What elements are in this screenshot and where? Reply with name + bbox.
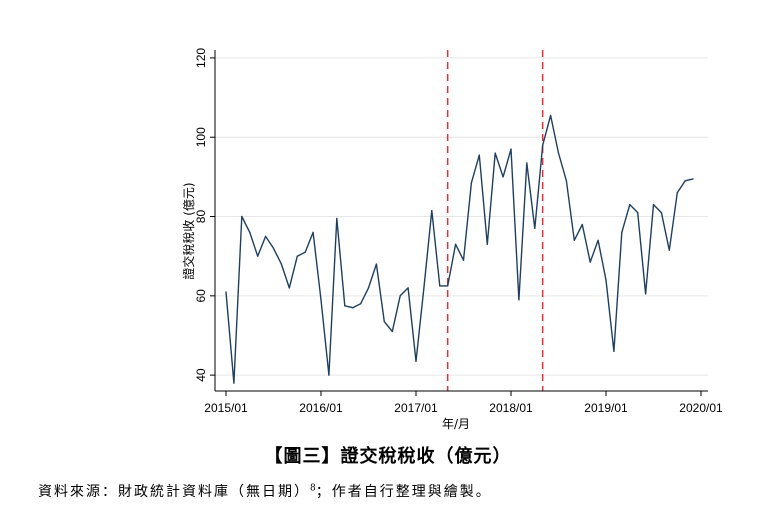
data-point	[225, 291, 227, 293]
data-point	[581, 223, 583, 226]
data-point	[597, 239, 599, 241]
gridlines	[215, 57, 708, 376]
data-point	[423, 287, 425, 289]
data-point	[454, 243, 457, 245]
data-point	[264, 235, 267, 237]
x-axis-title: 年/月	[442, 417, 470, 431]
data-point	[557, 152, 560, 154]
x-tick-label-5: 2020/01	[679, 401, 723, 415]
data-point	[399, 295, 401, 297]
data-point	[336, 217, 338, 220]
data-point	[637, 211, 639, 214]
data-point	[288, 287, 290, 289]
x-tick-label-4: 2019/01	[584, 401, 628, 415]
data-point	[359, 303, 362, 305]
data-point	[241, 215, 243, 218]
footnote-marker: 8	[310, 483, 316, 494]
data-point	[320, 299, 322, 301]
data-point	[526, 162, 528, 164]
data-point	[383, 321, 385, 323]
data-point	[644, 293, 647, 295]
data-point	[280, 263, 283, 265]
figure-caption: 【圖三】證交稅稅收（億元）	[264, 446, 512, 467]
source-suffix: ；作者自行整理與繪製。	[315, 484, 492, 500]
data-point	[542, 144, 544, 146]
data-point	[534, 227, 536, 230]
data-point	[470, 182, 473, 184]
data-point	[676, 192, 678, 194]
data-point	[589, 261, 591, 263]
series-line	[225, 114, 694, 384]
data-point	[272, 247, 275, 249]
data-point	[233, 382, 235, 384]
data-point	[684, 180, 686, 182]
data-point	[328, 374, 330, 376]
x-tick-label-2: 2017/01	[394, 401, 438, 415]
data-point	[605, 279, 607, 281]
data-point	[249, 231, 251, 233]
data-point	[510, 148, 512, 150]
data-point	[549, 114, 552, 117]
y-axis-title: 證交稅稅收 (億元)	[181, 182, 196, 279]
data-point	[415, 360, 417, 362]
data-point	[494, 152, 496, 154]
data-point	[660, 211, 663, 214]
data-point	[613, 350, 615, 352]
axes: 40 60 80 100 120 2015/01 2016/01 2017/01 2018/01…	[194, 48, 723, 415]
data-point	[621, 231, 623, 233]
data-point	[391, 330, 393, 333]
data-point	[439, 285, 441, 287]
y-tick-label-120: 120	[194, 48, 208, 68]
data-point	[502, 176, 504, 178]
data-point	[486, 243, 488, 245]
data-point	[478, 154, 480, 156]
data-point	[304, 251, 306, 253]
x-tick-label-3: 2018/01	[489, 401, 533, 415]
data-point	[573, 239, 575, 241]
y-tick-label-60: 60	[194, 289, 208, 303]
data-point	[668, 249, 670, 251]
event-markers	[446, 50, 544, 391]
data-point	[367, 287, 370, 289]
line-chart: 40 60 80 100 120 2015/01 2016/01 2017/01 2018/01…	[181, 48, 723, 431]
data-point	[344, 305, 346, 307]
data-point	[257, 255, 259, 257]
data-point	[352, 307, 354, 309]
y-tick-label-100: 100	[194, 127, 208, 147]
series-layer	[225, 114, 694, 384]
data-point	[447, 285, 449, 287]
data-point	[431, 209, 433, 212]
y-tick-label-40: 40	[194, 368, 208, 382]
x-tick-label-0: 2015/01	[204, 401, 248, 415]
x-tick-label-1: 2016/01	[299, 401, 343, 415]
data-point	[407, 287, 409, 289]
data-point	[652, 204, 655, 206]
data-point	[629, 204, 631, 206]
data-point	[312, 231, 314, 233]
data-point	[518, 299, 520, 301]
y-tick-label-80: 80	[194, 210, 208, 224]
data-point	[462, 259, 465, 261]
data-point	[375, 263, 378, 265]
data-point	[692, 178, 694, 180]
source-prefix: 資料來源：財政統計資料庫（無日期）	[38, 484, 310, 500]
data-point	[296, 255, 298, 257]
data-point	[565, 180, 568, 182]
source-note: 資料來源：財政統計資料庫（無日期）8；作者自行整理與繪製。	[38, 481, 492, 501]
